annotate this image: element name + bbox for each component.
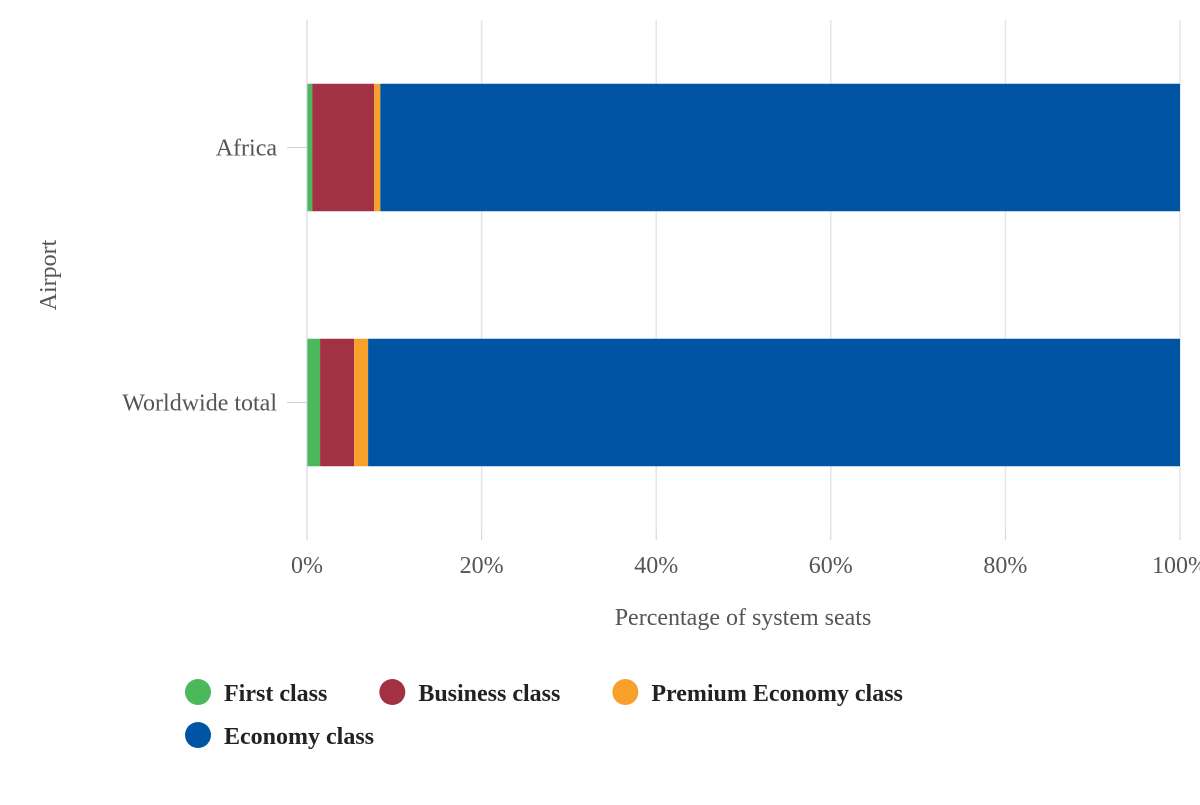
- bars-layer: [307, 83, 1180, 467]
- legend-item-business-class: Business class: [379, 679, 560, 707]
- legend-item-premium-economy-class: Premium Economy class: [612, 679, 903, 707]
- legend-label-economy-class: Economy class: [224, 724, 374, 750]
- bar-worldwide-total-premium-economy-class: [354, 338, 369, 467]
- x-tick-label-40: 40%: [634, 553, 678, 579]
- legend-label-business-class: Business class: [418, 681, 560, 707]
- x-tick-label-20: 20%: [460, 553, 504, 579]
- bar-africa-premium-economy-class: [374, 83, 381, 212]
- x-tick-label-60: 60%: [809, 553, 853, 579]
- x-axis-title: Percentage of system seats: [615, 605, 872, 631]
- y-tick-label-worldwide-total: Worldwide total: [122, 391, 277, 417]
- x-tick-label-80: 80%: [983, 553, 1027, 579]
- legend: First class Business class Premium Economy…: [185, 679, 903, 750]
- y-tick-labels: Africa Worldwide total: [122, 136, 307, 417]
- x-tick-label-100: 100%: [1152, 553, 1200, 579]
- legend-marker-economy-class: [185, 722, 211, 748]
- y-axis-title: Airport: [36, 239, 62, 310]
- legend-label-premium-economy-class: Premium Economy class: [651, 681, 903, 707]
- y-tick-label-africa: Africa: [216, 136, 278, 162]
- bar-africa-economy-class: [380, 83, 1180, 212]
- bar-worldwide-total-first-class: [307, 338, 321, 467]
- legend-marker-first-class: [185, 679, 211, 705]
- bar-africa-business-class: [312, 83, 375, 212]
- bar-worldwide-total-economy-class: [368, 338, 1180, 467]
- legend-marker-premium-economy-class: [612, 679, 639, 705]
- legend-item-economy-class: Economy class: [185, 722, 374, 750]
- legend-label-first-class: First class: [224, 681, 327, 707]
- legend-item-first-class: First class: [185, 679, 327, 707]
- x-tick-label-0: 0%: [291, 553, 323, 579]
- bar-worldwide-total-business-class: [320, 338, 355, 467]
- x-tick-labels: 0% 20% 40% 60% 80% 100%: [291, 553, 1200, 579]
- legend-marker-business-class: [379, 679, 406, 705]
- bar-africa-first-class: [307, 83, 313, 212]
